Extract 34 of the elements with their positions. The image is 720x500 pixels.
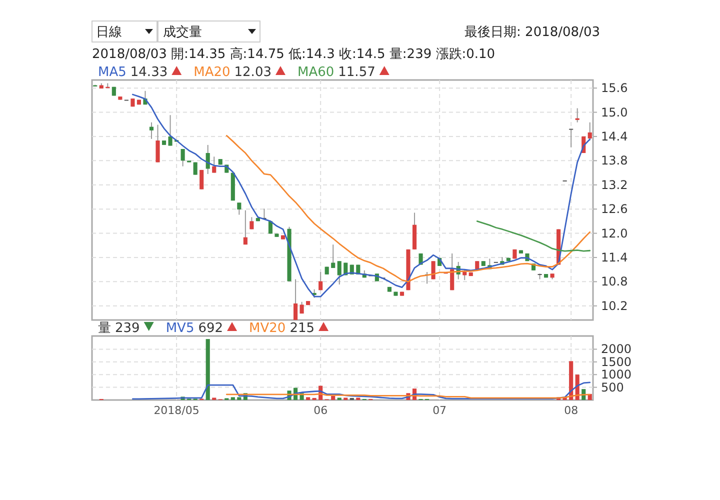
text: 成交量 <box>163 24 202 40</box>
annotation: 14.33 <box>130 65 168 80</box>
y-tick-label: 12.6 <box>601 202 628 216</box>
text: 日線 <box>96 25 122 40</box>
text: MA60 <box>297 65 334 80</box>
y-tick-label: 13.2 <box>601 178 628 192</box>
x-tick-label: 2018/05 <box>154 404 200 417</box>
annotation: 12.03 <box>234 65 272 80</box>
annotation: 692 <box>198 321 224 336</box>
y-tick-label: 1500 <box>601 354 632 369</box>
series-label: MA5 <box>98 65 126 80</box>
x-tick-label: 07 <box>432 404 447 417</box>
x-tick-label: 06 <box>314 404 328 417</box>
annotation: 239 <box>115 321 140 336</box>
y-tick-label: 10.2 <box>601 298 628 313</box>
text: MA20 <box>194 65 230 80</box>
annotation: 215 <box>290 321 315 336</box>
y-tick-label: 15.6 <box>601 81 628 96</box>
annotation: 量 <box>98 321 111 336</box>
text: 2018/08/03 開:14.35 高:14.75 低:14.3 收:14.5 量:239 漲跌:0.10 <box>92 46 496 62</box>
y-tick-label: 15.0 <box>601 105 628 120</box>
y-tick-label: 11.4 <box>601 250 628 264</box>
y-tick-label: 500 <box>601 380 624 394</box>
y-tick-label: 13.8 <box>601 154 628 168</box>
y-tick-label: 10.8 <box>601 274 628 289</box>
y-tick-label: 2000 <box>601 342 632 356</box>
annotation: 11.57 <box>338 65 376 80</box>
text: MV5 <box>166 321 194 336</box>
y-tick-label: 1000 <box>601 368 632 382</box>
y-tick-label: 12.0 <box>601 226 628 240</box>
text: 最後日期: 2018/08/03 <box>464 25 600 40</box>
text: MV20 <box>249 321 286 336</box>
y-tick-label: 14.4 <box>601 129 628 144</box>
x-tick-label: 08 <box>564 404 578 417</box>
